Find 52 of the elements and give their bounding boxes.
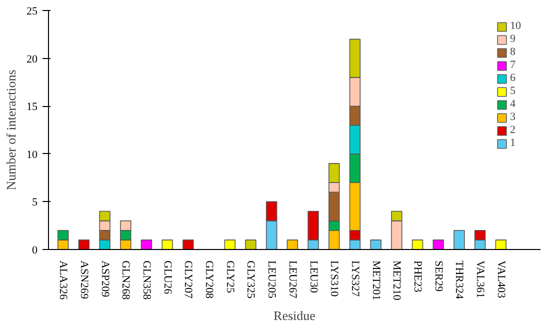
x-tick-label: THR324 — [453, 260, 466, 300]
x-axis-title: Residue — [274, 308, 316, 324]
y-tick-label: 25 — [26, 6, 38, 18]
x-tick-label: ASN269 — [78, 260, 90, 300]
x-tick-label: LYS310 — [328, 260, 340, 298]
x-tick-label: PHE23 — [412, 260, 424, 293]
y-tick-label: 0 — [32, 244, 38, 256]
bar — [286, 240, 298, 250]
y-tick-label: 15 — [26, 101, 38, 114]
legend-label: 4 — [510, 98, 516, 110]
x-tick-label: VAL403 — [494, 260, 507, 299]
bar — [140, 240, 152, 250]
x-tick-label: LEU267 — [286, 260, 298, 299]
x-tick-label: GLY208 — [203, 260, 216, 300]
legend-label: 10 — [510, 20, 522, 32]
bar — [495, 240, 506, 250]
bar — [78, 240, 90, 250]
y-tick-label: 5 — [32, 196, 38, 209]
x-tick-label: LEU205 — [266, 260, 278, 299]
legend-label: 5 — [510, 85, 516, 97]
bar — [162, 240, 173, 250]
legend-label: 6 — [510, 72, 516, 84]
x-tick-label: GLY25 — [224, 260, 236, 294]
x-tick-label: SER29 — [432, 260, 444, 292]
x-tick-label: GLY325 — [244, 260, 257, 300]
legend-label: 7 — [510, 59, 516, 71]
x-tick-label: ASP209 — [98, 260, 111, 298]
legend-label: 3 — [510, 111, 516, 123]
x-tick-label: LYS327 — [348, 260, 361, 298]
y-axis-title: Number of interactions — [4, 70, 18, 190]
x-tick-label: MET201 — [370, 260, 382, 300]
x-tick-label: GLY207 — [182, 260, 194, 300]
bar — [454, 230, 465, 250]
bar — [224, 240, 236, 250]
x-tick-label: GLU26 — [161, 260, 174, 295]
bar — [412, 240, 424, 250]
bar — [370, 240, 382, 250]
legend-label: 1 — [510, 137, 516, 149]
bar — [182, 240, 194, 250]
y-tick-label: 10 — [26, 148, 38, 161]
legend-label: 2 — [510, 124, 516, 136]
x-tick-label: GLN358 — [140, 260, 152, 300]
legend-label: 8 — [510, 46, 516, 58]
x-tick-label: VAL361 — [474, 260, 486, 298]
bar — [432, 240, 444, 250]
y-tick-label: 20 — [26, 53, 38, 66]
x-tick-label: GLN268 — [120, 260, 132, 300]
x-tick-label: MET210 — [390, 260, 403, 301]
legend-label: 9 — [510, 33, 516, 45]
bar — [245, 240, 256, 250]
x-tick-label: ALA326 — [57, 260, 70, 300]
x-tick-label: LEU30 — [307, 260, 320, 294]
